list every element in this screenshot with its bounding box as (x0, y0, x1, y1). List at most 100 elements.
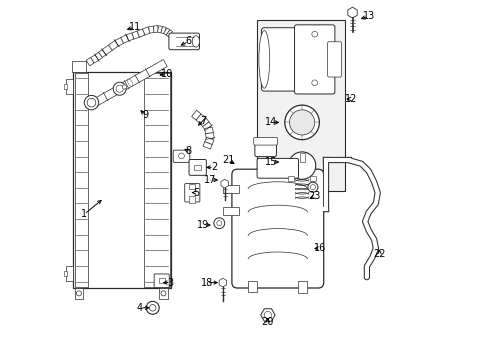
Text: 3: 3 (167, 278, 173, 288)
Text: 11: 11 (128, 22, 141, 32)
Circle shape (87, 98, 96, 107)
Ellipse shape (142, 29, 144, 35)
Circle shape (116, 85, 123, 93)
Text: 14: 14 (265, 117, 277, 127)
Bar (72, 61, 86, 72)
FancyBboxPatch shape (173, 150, 189, 162)
Polygon shape (200, 118, 211, 130)
Bar (159, 278, 164, 283)
FancyBboxPatch shape (294, 25, 334, 94)
Text: 23: 23 (308, 191, 320, 201)
Circle shape (76, 291, 81, 296)
Ellipse shape (205, 132, 213, 134)
Polygon shape (137, 27, 150, 37)
Ellipse shape (204, 141, 212, 145)
Bar (298, 281, 307, 293)
Ellipse shape (121, 37, 123, 44)
Bar (64, 84, 67, 89)
Bar (299, 153, 304, 162)
Bar (66, 266, 73, 281)
FancyBboxPatch shape (168, 33, 199, 50)
Bar (189, 196, 195, 203)
Bar (223, 185, 239, 193)
Bar (64, 271, 67, 276)
Polygon shape (86, 55, 99, 66)
Polygon shape (102, 41, 119, 55)
Bar (75, 73, 88, 287)
Bar (66, 79, 73, 94)
Bar (288, 176, 294, 181)
Text: 8: 8 (185, 146, 191, 156)
Circle shape (310, 185, 315, 190)
Ellipse shape (127, 79, 133, 86)
Text: 21: 21 (222, 155, 234, 165)
Polygon shape (126, 31, 139, 41)
Circle shape (213, 218, 224, 229)
FancyBboxPatch shape (154, 274, 169, 288)
Circle shape (146, 301, 159, 314)
Bar (73, 72, 170, 288)
Circle shape (113, 82, 126, 95)
Circle shape (149, 305, 156, 311)
Ellipse shape (196, 114, 201, 120)
Text: 13: 13 (362, 11, 374, 21)
Circle shape (311, 31, 317, 37)
Text: 2: 2 (210, 162, 217, 172)
Bar (75, 288, 83, 299)
Bar (159, 288, 167, 299)
Circle shape (289, 110, 314, 135)
FancyBboxPatch shape (261, 28, 306, 91)
Text: 19: 19 (197, 220, 209, 230)
Polygon shape (157, 26, 166, 34)
Ellipse shape (202, 122, 208, 127)
Polygon shape (204, 127, 214, 139)
Polygon shape (115, 35, 129, 46)
Polygon shape (203, 137, 214, 149)
FancyBboxPatch shape (254, 139, 276, 157)
Text: 22: 22 (372, 249, 385, 259)
Ellipse shape (161, 27, 162, 33)
Text: 17: 17 (203, 175, 216, 185)
Polygon shape (95, 50, 106, 60)
FancyBboxPatch shape (327, 42, 341, 77)
Text: 1: 1 (81, 209, 87, 219)
Ellipse shape (192, 36, 199, 47)
Circle shape (161, 291, 166, 296)
Circle shape (84, 95, 99, 110)
Polygon shape (191, 110, 205, 124)
Bar (247, 281, 257, 292)
Ellipse shape (166, 30, 169, 35)
FancyBboxPatch shape (189, 159, 206, 175)
Ellipse shape (153, 26, 154, 32)
Polygon shape (163, 28, 172, 37)
Circle shape (311, 80, 317, 86)
Text: 10: 10 (161, 69, 173, 79)
Text: 18: 18 (200, 278, 212, 288)
Text: 12: 12 (344, 94, 356, 104)
Polygon shape (148, 26, 158, 33)
FancyBboxPatch shape (253, 138, 277, 145)
Bar (194, 165, 201, 170)
Circle shape (216, 221, 222, 226)
Bar (189, 184, 195, 189)
Text: 6: 6 (185, 36, 191, 46)
Circle shape (178, 153, 184, 159)
Text: 16: 16 (313, 243, 325, 253)
Text: 7: 7 (200, 116, 206, 126)
Ellipse shape (91, 58, 94, 63)
Ellipse shape (108, 45, 112, 50)
Ellipse shape (132, 33, 134, 39)
Text: 20: 20 (261, 317, 274, 327)
Circle shape (264, 311, 271, 319)
Ellipse shape (258, 31, 269, 88)
FancyBboxPatch shape (257, 158, 298, 178)
Ellipse shape (99, 52, 102, 58)
Polygon shape (93, 59, 167, 106)
Circle shape (284, 105, 319, 140)
Text: 9: 9 (142, 110, 148, 120)
Circle shape (122, 85, 126, 89)
Bar (223, 207, 239, 215)
Text: 15: 15 (265, 157, 277, 167)
FancyBboxPatch shape (184, 184, 200, 202)
Bar (257, 20, 345, 191)
